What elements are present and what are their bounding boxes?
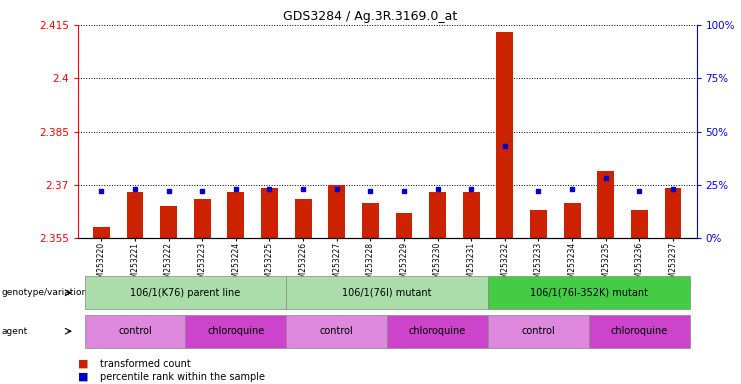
Text: control: control — [118, 326, 152, 336]
Bar — [194, 199, 210, 238]
Bar — [564, 202, 580, 238]
Bar — [530, 210, 547, 238]
Bar — [328, 185, 345, 238]
Bar — [227, 192, 245, 238]
Text: chloroquine: chloroquine — [611, 326, 668, 336]
Text: agent: agent — [1, 327, 27, 336]
Text: percentile rank within the sample: percentile rank within the sample — [100, 372, 265, 382]
Text: 106/1(76I) mutant: 106/1(76I) mutant — [342, 288, 432, 298]
Bar — [295, 199, 311, 238]
Text: control: control — [320, 326, 353, 336]
Text: 106/1(76I-352K) mutant: 106/1(76I-352K) mutant — [530, 288, 648, 298]
Bar — [362, 202, 379, 238]
Bar — [597, 170, 614, 238]
Bar — [160, 206, 177, 238]
Text: ■: ■ — [78, 372, 88, 382]
Bar — [631, 210, 648, 238]
Bar — [429, 192, 446, 238]
Text: control: control — [522, 326, 555, 336]
Bar — [463, 192, 479, 238]
Text: chloroquine: chloroquine — [207, 326, 265, 336]
Bar — [665, 188, 682, 238]
Bar — [496, 32, 514, 238]
Text: chloroquine: chloroquine — [409, 326, 466, 336]
Bar — [93, 227, 110, 238]
Text: GDS3284 / Ag.3R.3169.0_at: GDS3284 / Ag.3R.3169.0_at — [283, 10, 458, 23]
Bar — [396, 213, 413, 238]
Text: ■: ■ — [78, 359, 88, 369]
Text: transformed count: transformed count — [100, 359, 190, 369]
Bar — [261, 188, 278, 238]
Text: genotype/variation: genotype/variation — [1, 288, 87, 297]
Bar — [127, 192, 143, 238]
Text: 106/1(K76) parent line: 106/1(K76) parent line — [130, 288, 241, 298]
